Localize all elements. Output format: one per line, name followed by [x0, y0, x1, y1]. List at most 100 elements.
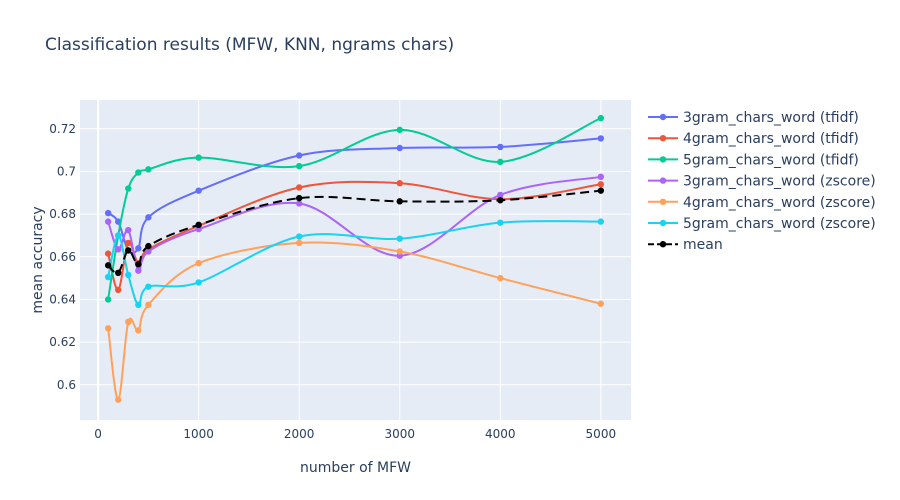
legend-swatch-marker — [659, 219, 667, 227]
data-point — [104, 262, 112, 269]
data-point — [115, 396, 122, 403]
legend-label: 3gram_chars_word (tfidf) — [683, 110, 859, 126]
legend-item-mean[interactable]: mean — [648, 237, 723, 253]
data-point — [195, 221, 202, 228]
x-tick-label: 5000 — [586, 427, 617, 441]
data-point — [125, 239, 132, 247]
legend-swatch-marker — [659, 241, 667, 248]
legend-item-5gram-chars-word-zscore[interactable]: 5gram_chars_word (zscore) — [648, 216, 876, 232]
data-point — [135, 245, 142, 252]
legend-swatch-marker — [659, 113, 667, 121]
data-point — [396, 144, 403, 152]
data-point — [497, 274, 504, 282]
data-point — [115, 286, 122, 294]
data-point — [195, 187, 202, 194]
data-point — [295, 194, 303, 202]
data-point — [295, 162, 303, 170]
y-tick-label: 0.62 — [49, 335, 76, 349]
data-point — [145, 214, 152, 221]
data-point — [597, 114, 605, 122]
tick-labels: 0 1000 2000 3000 4000 5000 0.6 0.62 0.64 0.66 0.68… — [49, 122, 616, 441]
legend-item-3gram-chars-word-tfidf[interactable]: 3gram_chars_word (tfidf) — [648, 110, 859, 126]
x-tick-label: 4000 — [485, 427, 516, 441]
data-point — [115, 269, 122, 276]
legend-item-5gram-chars-word-tfidf[interactable]: 5gram_chars_word (tfidf) — [648, 152, 859, 168]
legend-swatch-marker — [659, 198, 667, 205]
data-point — [396, 248, 403, 255]
legend-item-3gram-chars-word-zscore[interactable]: 3gram_chars_word (zscore) — [648, 174, 876, 190]
data-point — [295, 233, 303, 240]
series-5gram-chars-word-tfidf — [104, 114, 605, 303]
data-point — [135, 267, 142, 274]
data-point — [125, 318, 132, 326]
x-tick-label: 0 — [94, 427, 102, 441]
series-mean — [104, 187, 605, 276]
legend-swatch-marker — [659, 177, 667, 184]
legend[interactable]: 3gram_chars_word (tfidf) 4gram_chars_word… — [648, 110, 876, 253]
data-point — [597, 300, 605, 307]
series-layer — [104, 114, 605, 403]
legend-label: mean — [683, 237, 723, 253]
gridlines — [80, 100, 631, 420]
data-point — [104, 218, 112, 225]
data-point — [125, 247, 132, 254]
data-point — [497, 197, 504, 204]
data-point — [597, 181, 605, 188]
data-point — [295, 152, 303, 159]
legend-item-4gram-chars-word-zscore[interactable]: 4gram_chars_word (zscore) — [648, 195, 876, 211]
data-point — [396, 198, 403, 205]
x-axis-title: number of MFW — [300, 460, 411, 476]
data-point — [597, 135, 605, 142]
legend-label: 5gram_chars_word (zscore) — [683, 216, 876, 232]
series-3gram-chars-word-zscore — [104, 173, 605, 274]
legend-label: 4gram_chars_word (zscore) — [683, 195, 876, 211]
data-point — [145, 166, 152, 173]
data-point — [497, 158, 504, 166]
series-4gram-chars-word-zscore — [104, 239, 605, 403]
legend-swatch-marker — [659, 156, 667, 163]
data-point — [145, 283, 152, 290]
y-tick-label: 0.72 — [49, 122, 76, 136]
x-tick-label: 1000 — [183, 427, 214, 441]
y-tick-label: 0.6 — [57, 378, 76, 392]
data-point — [125, 271, 132, 279]
data-point — [597, 218, 605, 225]
data-point — [145, 248, 152, 255]
legend-item-4gram-chars-word-tfidf[interactable]: 4gram_chars_word (tfidf) — [648, 131, 859, 147]
legend-label: 4gram_chars_word (tfidf) — [683, 131, 859, 147]
data-point — [396, 126, 403, 134]
data-point — [135, 327, 142, 334]
data-point — [115, 246, 122, 253]
data-point — [135, 169, 142, 176]
data-point — [125, 185, 132, 192]
data-point — [104, 296, 112, 303]
data-point — [135, 261, 142, 268]
data-point — [125, 226, 132, 234]
data-point — [115, 232, 122, 239]
data-point — [497, 143, 504, 151]
data-point — [497, 219, 504, 226]
data-point — [104, 250, 112, 257]
data-point — [597, 173, 605, 180]
data-point — [135, 301, 142, 308]
chart-title: Classification results (MFW, KNN, ngrams… — [45, 35, 454, 55]
data-point — [195, 279, 202, 286]
y-tick-label: 0.68 — [49, 207, 76, 221]
plot-area — [80, 100, 631, 420]
y-tick-label: 0.64 — [49, 292, 76, 306]
data-point — [145, 242, 152, 250]
x-tick-label: 3000 — [384, 427, 415, 441]
data-point — [396, 180, 403, 187]
data-point — [104, 325, 112, 332]
data-point — [295, 239, 303, 247]
data-point — [295, 200, 303, 207]
data-point — [195, 154, 202, 161]
data-point — [597, 187, 605, 194]
data-point — [104, 209, 112, 217]
data-point — [497, 191, 504, 199]
legend-label: 3gram_chars_word (zscore) — [683, 174, 876, 190]
data-point — [195, 260, 202, 267]
legend-swatch-marker — [659, 135, 667, 142]
series-5gram-chars-word-zscore — [104, 218, 605, 308]
